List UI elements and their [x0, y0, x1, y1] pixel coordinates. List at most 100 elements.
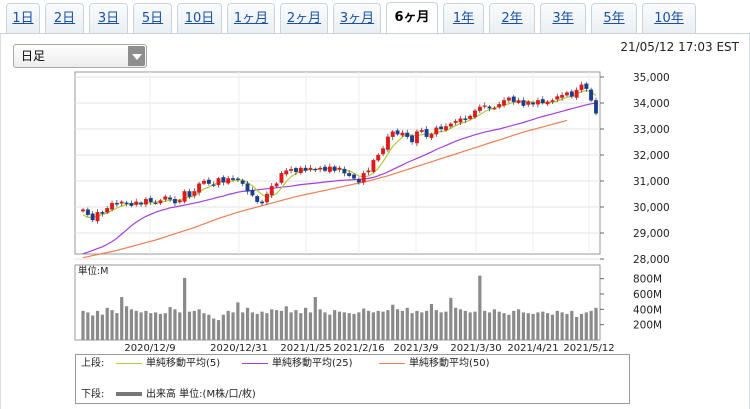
candle-body [269, 186, 274, 196]
candle-period-select[interactable]: 日足 [13, 44, 147, 68]
volume-bar [289, 312, 293, 340]
candle-body [381, 148, 386, 155]
candle-body [274, 183, 279, 187]
volume-bar [308, 312, 313, 340]
volume-bar [415, 310, 419, 340]
volume-bar [371, 312, 375, 340]
volume-bar [250, 312, 254, 340]
volume-bar [105, 307, 109, 340]
candle-body [516, 100, 521, 103]
volume-bar [516, 309, 521, 340]
candle-body [477, 106, 482, 111]
candle-body [555, 96, 560, 100]
candle-body [187, 191, 192, 197]
volume-bar [507, 314, 511, 340]
candle-body [448, 123, 453, 127]
legend-ma25-label: 単純移動平均(25) [272, 358, 353, 369]
volume-bar [531, 313, 535, 340]
price-tick-label: 28,000 [633, 254, 670, 266]
candle-body [284, 170, 289, 175]
volume-tick-label: 600M [633, 289, 662, 301]
candle-body [139, 202, 144, 205]
candle-body [506, 97, 511, 101]
price-tick-label: 29,000 [633, 228, 670, 240]
volume-tick-label: 800M [633, 274, 662, 286]
candle-body [192, 191, 197, 196]
candle-body [119, 201, 124, 204]
ma5-swatch [116, 362, 142, 364]
ma50-swatch [379, 362, 405, 364]
volume-bar [487, 312, 492, 340]
candle-body [216, 178, 221, 186]
candle-body [173, 199, 177, 204]
date-tick-label: 2021/4/21 [507, 343, 558, 354]
candle-body [318, 167, 323, 170]
volume-bar [342, 312, 346, 340]
candle-body [453, 121, 458, 123]
tab-6[interactable]: 2ヶ月 [280, 3, 328, 34]
volume-bar [473, 311, 477, 340]
tab-13[interactable]: 10年 [642, 3, 696, 34]
tab-0[interactable]: 1日 [6, 3, 40, 34]
candle-body [250, 190, 255, 196]
volume-bar [134, 310, 138, 340]
tab-4[interactable]: 10日 [177, 3, 222, 34]
candle-body [182, 191, 187, 202]
tab-2[interactable]: 3日 [89, 3, 128, 34]
tab-9[interactable]: 1年 [443, 3, 484, 34]
volume-bar [439, 312, 443, 340]
tab-8[interactable]: 6ヶ月 [386, 2, 438, 35]
volume-bar [425, 310, 429, 340]
volume-bar [323, 312, 327, 340]
date-tick-label: 2021/2/16 [333, 343, 384, 354]
candle-body [177, 200, 182, 203]
candle-body [240, 180, 245, 184]
candle-body [390, 131, 395, 137]
candle-body [332, 166, 337, 171]
volume-bar [260, 311, 264, 340]
candle-body [303, 167, 308, 171]
tab-10[interactable]: 2年 [489, 3, 535, 34]
volume-bar [95, 310, 100, 340]
tab-12[interactable]: 5年 [591, 3, 637, 34]
candle-body [197, 183, 202, 193]
legend-ma50: 単純移動平均(50) [379, 357, 490, 371]
chevron-down-icon[interactable] [128, 46, 145, 66]
candle-body [129, 202, 134, 206]
candle-body [521, 100, 526, 106]
candle-body [211, 184, 216, 186]
candle-body [492, 108, 497, 110]
candle-body [429, 134, 434, 138]
volume-bar [589, 310, 593, 340]
tab-3[interactable]: 5日 [133, 3, 172, 34]
candle-body [526, 101, 531, 105]
volume-bar [429, 303, 434, 340]
volume-bar [144, 310, 148, 340]
candle-body [85, 209, 90, 215]
price-tick-label: 30,000 [633, 202, 670, 214]
volume-bar [274, 310, 279, 340]
candle-body [95, 212, 100, 222]
candle-body [434, 127, 439, 135]
candle-body [202, 180, 206, 184]
tab-7[interactable]: 3ヶ月 [333, 3, 381, 34]
volume-bar [536, 312, 540, 340]
ma50-path [82, 119, 568, 259]
candle-body [313, 168, 318, 171]
candle-body [245, 183, 250, 192]
candle-body [400, 132, 405, 136]
tab-11[interactable]: 3年 [540, 3, 586, 34]
volume-bar [362, 308, 366, 340]
legend-ma50-label: 単純移動平均(50) [409, 358, 490, 369]
volume-tick-label: 200M [633, 320, 662, 332]
volume-chart-area [74, 264, 601, 341]
price-tick-label: 31,000 [633, 176, 670, 188]
tab-5[interactable]: 1ヶ月 [227, 3, 275, 34]
candle-body [444, 126, 448, 131]
volume-bar [129, 309, 133, 340]
candle-body [545, 101, 550, 105]
volume-bar [313, 297, 317, 340]
volume-bar [158, 313, 163, 340]
volume-bar [86, 312, 90, 340]
